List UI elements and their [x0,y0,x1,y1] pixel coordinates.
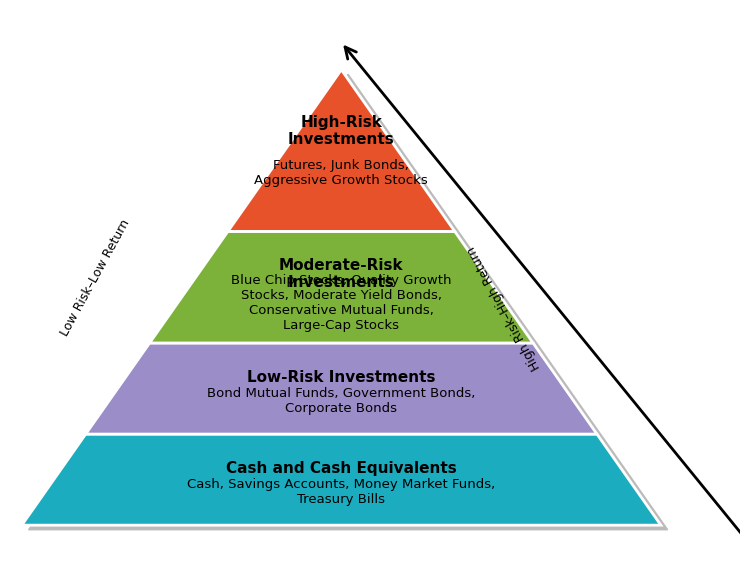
Text: Cash and Cash Equivalents: Cash and Cash Equivalents [226,461,457,476]
Polygon shape [156,236,540,347]
Text: Low Risk–Low Return: Low Risk–Low Return [58,217,132,338]
Polygon shape [92,347,604,439]
Polygon shape [149,231,533,343]
Polygon shape [235,74,462,236]
Text: Blue Chip Stocks, Quality Growth
Stocks, Moderate Yield Bonds,
Conservative Mutu: Blue Chip Stocks, Quality Growth Stocks,… [231,274,451,332]
Text: Cash, Savings Accounts, Money Market Funds,
Treasury Bills: Cash, Savings Accounts, Money Market Fun… [187,479,496,506]
Text: Low-Risk Investments: Low-Risk Investments [247,370,436,385]
Polygon shape [29,439,667,530]
Polygon shape [21,434,661,525]
Polygon shape [228,70,455,231]
Text: High Risk–High Return: High Risk–High Return [465,244,542,372]
Text: Bond Mutual Funds, Government Bonds,
Corporate Bonds: Bond Mutual Funds, Government Bonds, Cor… [207,387,476,415]
Polygon shape [86,343,597,434]
Text: Moderate-Risk
Investments: Moderate-Risk Investments [279,258,403,290]
Text: Futures, Junk Bonds,
Aggressive Growth Stocks: Futures, Junk Bonds, Aggressive Growth S… [255,159,428,187]
Text: High-Risk
Investments: High-Risk Investments [288,115,394,148]
